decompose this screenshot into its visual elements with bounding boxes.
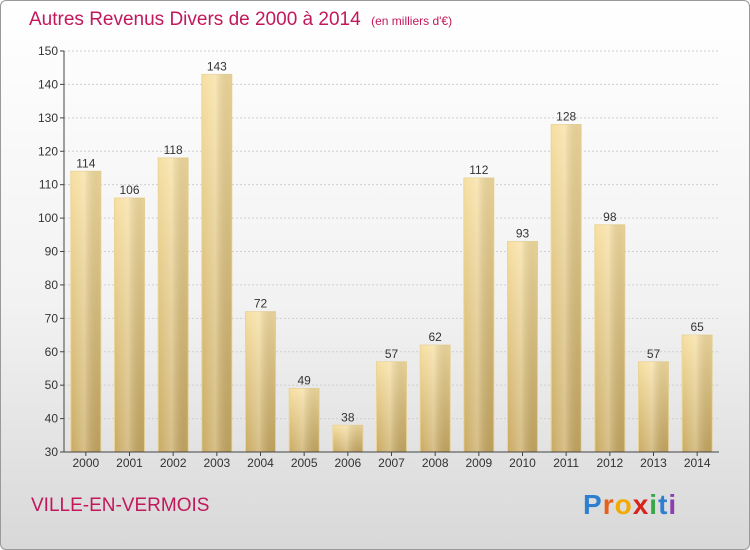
data-label-2012: 98 [603,210,617,224]
chart-title-text: Autres Revenus Divers de 2000 à 2014 [29,9,361,30]
logo-letter: r [602,489,615,520]
proxiti-logo: Proxiti [583,489,677,521]
logo-letter: i [668,489,678,520]
data-label-2008: 62 [428,330,442,344]
bar-sheen [332,425,363,452]
x-tick-label: 2013 [640,456,667,470]
y-tick-label: 140 [38,77,58,91]
y-tick-label: 110 [39,178,58,192]
data-label-2000: 114 [76,156,95,170]
x-tick-label: 2014 [684,456,711,470]
x-tick-label: 2010 [509,456,536,470]
bars [70,73,713,453]
y-tick-label: 60 [45,345,59,359]
data-label-2005: 49 [297,374,311,388]
x-tick-label: 2000 [72,456,99,470]
x-tick-label: 2012 [596,456,623,470]
chart-title: Autres Revenus Divers de 2000 à 2014 (en… [29,9,452,31]
logo-letter: t [658,489,669,520]
y-tick-label: 80 [45,278,59,292]
x-tick-label: 2009 [465,456,492,470]
data-label-2001: 106 [119,183,139,197]
bar-sheen [201,74,232,453]
bar-sheen [245,311,276,452]
x-tick-label: 2001 [116,456,143,470]
data-label-2007: 57 [385,347,399,361]
bar-sheen [158,157,189,452]
logo-letter: o [614,489,633,520]
x-tick-label: 2003 [203,456,230,470]
bar-sheen [682,335,713,452]
y-tick-label: 70 [45,311,59,325]
bar-sheen [70,171,101,453]
bar-sheen [420,345,451,452]
y-tick-label: 50 [45,378,59,392]
x-tick-label: 2006 [334,456,361,470]
data-label-2004: 72 [254,297,268,311]
bar-sheen [114,198,145,452]
data-label-2010: 93 [516,226,530,240]
y-tick-label: 90 [45,245,59,259]
x-tick-label: 2007 [378,456,405,470]
bar-sheen [376,361,407,452]
y-tick-label: 30 [45,445,59,459]
axes: 30 40 50 60 70 80 90 100 110 120 130 140 150 2000 2001… [38,44,719,470]
data-label-2013: 57 [647,347,661,361]
data-labels: 114 106 118 143 72 49 38 57 62 112 93 128 98 57 65 [76,59,704,424]
chart-unit-note: (en milliers d'€) [371,14,453,28]
logo-letter: P [583,489,603,520]
x-tick-label: 2011 [553,456,579,470]
x-tick-label: 2005 [291,456,318,470]
bar-sheen [507,241,538,452]
x-tick-label: 2002 [160,456,187,470]
bar-sheen [638,361,669,452]
bar-sheen [551,124,582,453]
commune-name: VILLE-EN-VERMOIS [31,495,210,516]
logo-letter: i [649,489,659,520]
data-label-2009: 112 [469,163,488,177]
y-tick-label: 130 [38,111,58,125]
data-label-2003: 143 [207,59,227,73]
data-label-2002: 118 [164,143,183,157]
bar-sheen [463,177,494,452]
y-tick-label: 100 [38,211,58,225]
logo-letter: x [632,489,650,520]
data-label-2014: 65 [690,320,704,334]
bar-sheen [289,388,320,452]
x-tick-label: 2008 [422,456,449,470]
data-label-2011: 128 [556,110,576,124]
bar-sheen [594,224,625,452]
x-tick-label: 2004 [247,456,274,470]
y-tick-label: 40 [45,412,59,426]
y-tick-label: 150 [38,44,58,58]
y-tick-label: 120 [38,144,58,158]
data-label-2006: 38 [341,410,355,424]
